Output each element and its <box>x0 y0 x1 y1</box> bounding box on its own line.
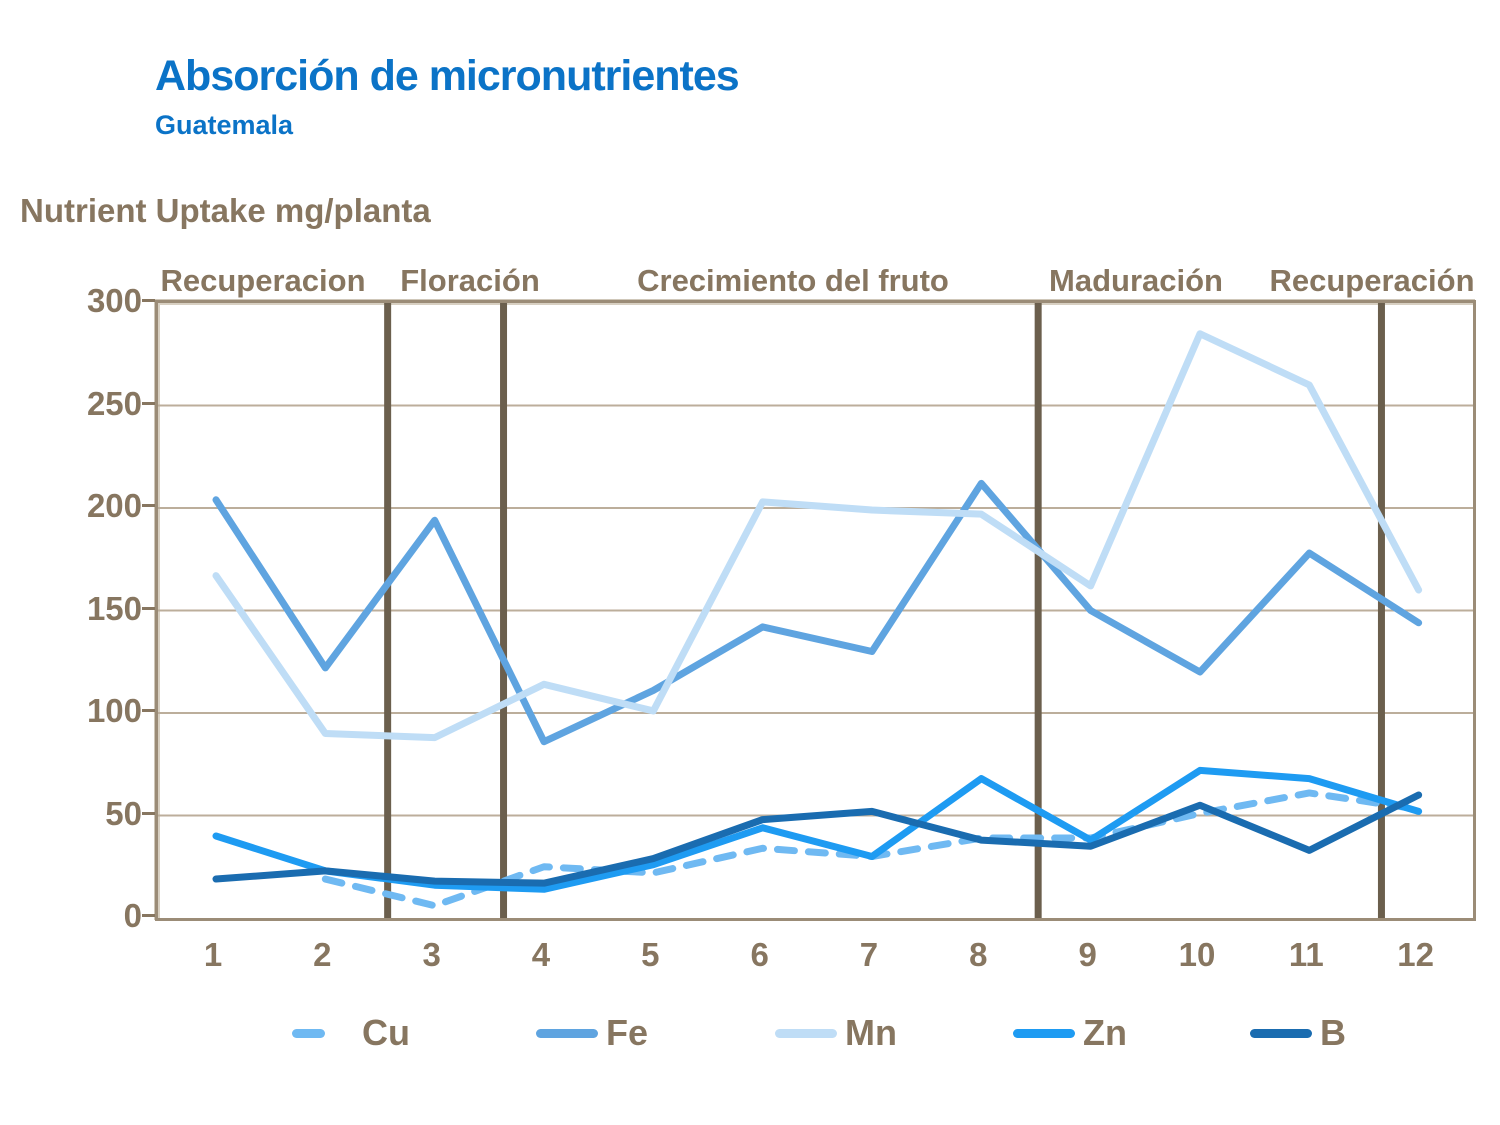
y-axis-tick-300 <box>142 299 155 302</box>
y-axis-tick-250 <box>142 401 155 405</box>
x-axis-label-8: 8 <box>969 936 988 973</box>
series-line-Zn <box>212 766 1423 893</box>
y-axis-tick-0 <box>142 914 155 917</box>
y-axis-tick-100 <box>142 709 155 712</box>
legend-item-zn: Zn <box>1013 1008 1127 1058</box>
cu-line-swatch-icon <box>292 1028 354 1038</box>
legend-item-b: B <box>1250 1008 1346 1058</box>
phase-label-floracion: Floración <box>400 263 540 298</box>
legend-item-cu: Cu <box>292 1008 410 1058</box>
legend-label-zn: Zn <box>1083 1012 1127 1053</box>
y-axis-label-0: 0 <box>123 897 142 934</box>
x-axis-label-5: 5 <box>641 936 660 973</box>
y-axis-label-250: 250 <box>86 384 142 422</box>
y-axis-title: Nutrient Uptake mg/planta <box>20 192 431 229</box>
y-axis-label-100: 100 <box>86 692 142 729</box>
y-axis-tick-50 <box>142 811 155 815</box>
phase-label-recuperacion-1: Recuperacion <box>160 263 366 298</box>
x-axis-label-9: 9 <box>1078 936 1097 973</box>
legend-label-mn: Mn <box>845 1012 897 1053</box>
x-axis-label-11: 11 <box>1288 936 1324 973</box>
y-axis-tick-200 <box>142 504 155 507</box>
zn-line-swatch-icon <box>1013 1028 1075 1038</box>
legend-item-fe: Fe <box>536 1008 648 1058</box>
series-line-B <box>212 791 1423 887</box>
x-axis-label-3: 3 <box>422 936 441 973</box>
x-axis-label-6: 6 <box>750 936 769 973</box>
chart-title: Absorción de micronutrientes <box>155 52 740 100</box>
legend-item-mn: Mn <box>775 1008 897 1058</box>
x-axis-label-4: 4 <box>531 936 551 973</box>
legend: Cu Fe Mn Zn B <box>0 1008 1500 1058</box>
mn-line-swatch-icon <box>775 1028 837 1038</box>
phase-label-crecimiento: Crecimiento del fruto <box>637 263 949 298</box>
y-axis-label-50: 50 <box>105 794 142 832</box>
b-line-swatch-icon <box>1250 1028 1312 1038</box>
series-line-Fe <box>212 479 1423 746</box>
x-axis-label-2: 2 <box>313 936 332 973</box>
chart-svg <box>158 303 1473 918</box>
x-axis-label-10: 10 <box>1178 936 1216 973</box>
plot-area <box>155 300 1476 921</box>
x-axis-label-7: 7 <box>859 936 879 973</box>
legend-label-fe: Fe <box>606 1012 649 1053</box>
chart-subtitle: Guatemala <box>155 110 294 140</box>
series-line-Mn <box>212 330 1423 742</box>
y-axis-label-200: 200 <box>86 487 142 524</box>
phase-label-maduracion: Maduración <box>1049 263 1223 298</box>
legend-label-b: B <box>1320 1012 1346 1053</box>
legend-label-cu: Cu <box>362 1012 410 1053</box>
y-axis-label-300: 300 <box>86 282 142 319</box>
y-axis-label-150: 150 <box>86 589 142 627</box>
x-axis-label-12: 12 <box>1397 936 1434 973</box>
y-axis-tick-150 <box>142 606 155 610</box>
x-axis-label-1: 1 <box>203 936 223 973</box>
fe-line-swatch-icon <box>536 1028 598 1038</box>
phase-label-recuperacion-2: Recuperación <box>1269 263 1475 298</box>
